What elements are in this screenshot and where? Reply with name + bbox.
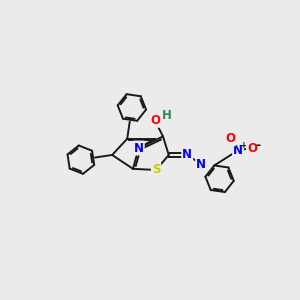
Text: H: H — [161, 109, 171, 122]
Text: +: + — [240, 141, 248, 150]
Text: O: O — [225, 132, 235, 145]
Text: N: N — [196, 158, 206, 171]
Text: N: N — [182, 148, 192, 161]
Text: S: S — [152, 164, 160, 176]
Text: N: N — [134, 142, 144, 154]
Text: O: O — [247, 142, 257, 154]
Text: -: - — [256, 139, 261, 152]
Text: O: O — [150, 114, 160, 127]
Text: N: N — [233, 144, 243, 157]
